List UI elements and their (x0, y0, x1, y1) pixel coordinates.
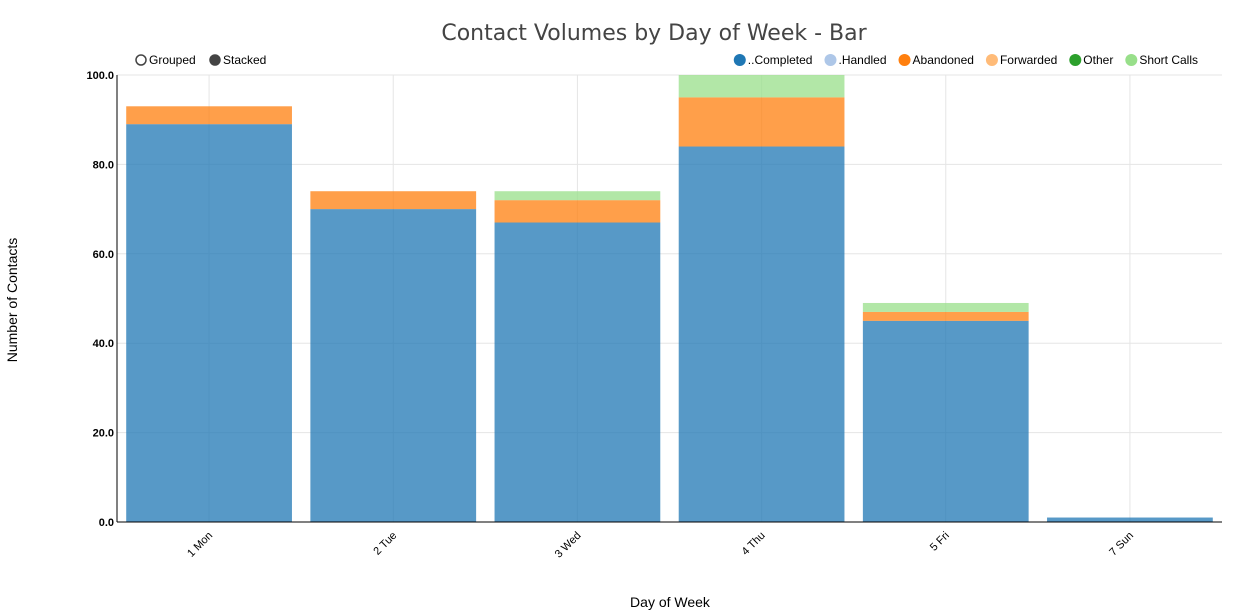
legend: ..Completed .Handled Abandoned Forwarded Oth… (733, 53, 1198, 67)
legend-item[interactable]: Forwarded (985, 53, 1057, 67)
bar-segment[interactable] (678, 146, 845, 522)
legend-item[interactable]: .Handled (824, 53, 887, 67)
legend-item[interactable]: Other (1069, 53, 1113, 67)
x-tick-label: 7 Sun (1107, 530, 1136, 559)
mode-toggle: Grouped Stacked (135, 53, 266, 67)
bar-segment[interactable] (494, 222, 661, 522)
x-tick-label: 1 Mon (185, 530, 215, 560)
bar-segment[interactable] (678, 97, 845, 147)
bar-segment[interactable] (678, 75, 845, 98)
mode-option-label: Grouped (149, 53, 196, 67)
y-tick-label: 20.0 (93, 428, 114, 440)
x-tick-label: 5 Fri (928, 530, 952, 554)
bar-segment[interactable] (862, 320, 1029, 522)
bar-segment[interactable] (494, 191, 661, 201)
mode-option-stacked[interactable]: Stacked (209, 53, 266, 67)
mode-option-grouped[interactable]: Grouped (135, 53, 196, 67)
y-tick-label: 80.0 (93, 159, 114, 171)
bar-segment[interactable] (310, 209, 477, 522)
y-tick-label: 60.0 (93, 249, 114, 261)
y-axis-title: Number of Contacts (4, 238, 20, 363)
mode-option-label: Stacked (223, 53, 266, 67)
bar-segment[interactable] (126, 106, 292, 125)
legend-swatch-icon (733, 54, 746, 66)
legend-label: Short Calls (1139, 53, 1198, 67)
chart-title: Contact Volumes by Day of Week - Bar (441, 21, 867, 46)
bar-segment[interactable] (862, 311, 1029, 321)
bar-segment[interactable] (126, 124, 292, 523)
bar-segment[interactable] (310, 191, 477, 210)
bar-segment[interactable] (494, 200, 661, 223)
y-axis-ticks: 0.0 20.0 40.0 60.0 80.0 100.0 (86, 70, 114, 529)
bar-segment[interactable] (1047, 517, 1213, 522)
legend-swatch-icon (1069, 54, 1082, 66)
x-tick-label: 2 Tue (371, 530, 399, 558)
legend-item[interactable]: ..Completed (733, 53, 813, 67)
legend-label: Other (1083, 53, 1113, 67)
radio-icon (209, 54, 221, 66)
x-tick-label: 3 Wed (553, 530, 584, 561)
legend-swatch-icon (898, 54, 911, 66)
legend-item[interactable]: Abandoned (898, 53, 974, 67)
x-tick-label: 4 Thu (739, 530, 767, 558)
y-tick-label: 0.0 (99, 517, 114, 529)
legend-label: .Handled (838, 53, 886, 67)
y-tick-label: 40.0 (93, 338, 114, 350)
legend-label: Abandoned (913, 53, 974, 67)
radio-icon (135, 54, 147, 66)
bars (126, 75, 1213, 523)
legend-label: Forwarded (1000, 53, 1057, 67)
bar-segment[interactable] (862, 302, 1029, 312)
legend-item[interactable]: Short Calls (1125, 53, 1198, 67)
x-axis-title: Day of Week (630, 594, 711, 610)
legend-label: ..Completed (748, 53, 813, 67)
legend-swatch-icon (985, 54, 998, 66)
legend-swatch-icon (1125, 54, 1138, 66)
y-tick-label: 100.0 (86, 70, 114, 82)
x-axis-ticks: 1 Mon 2 Tue 3 Wed 4 Thu 5 Fri 7 Sun (185, 530, 1136, 561)
legend-swatch-icon (824, 54, 837, 66)
